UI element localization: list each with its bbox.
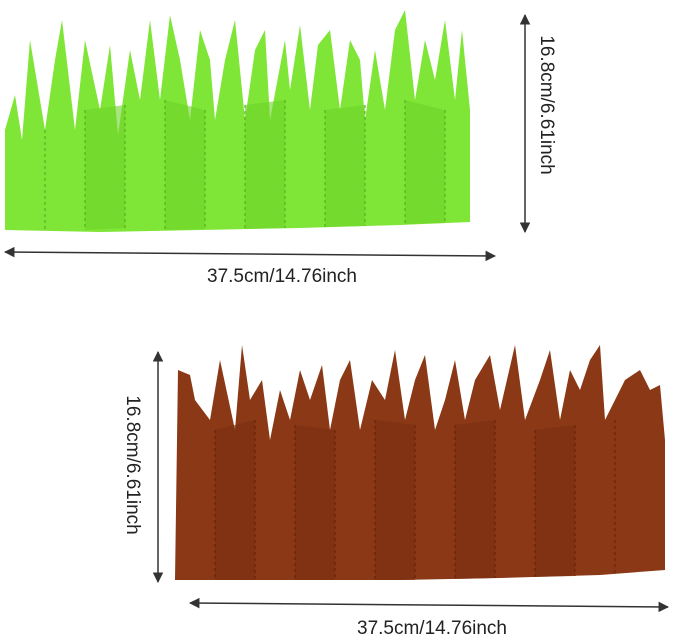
height-label: 16.8cm/6.61inch — [536, 35, 557, 174]
green-grass-border — [5, 10, 470, 232]
brown-grass-border — [175, 345, 665, 580]
width-label: 37.5cm/14.76inch — [357, 618, 507, 639]
width-arrow — [188, 597, 670, 613]
width-label: 37.5cm/14.76inch — [207, 266, 357, 287]
height-label: 16.8cm/6.61inch — [122, 395, 143, 534]
width-arrow — [3, 246, 497, 262]
